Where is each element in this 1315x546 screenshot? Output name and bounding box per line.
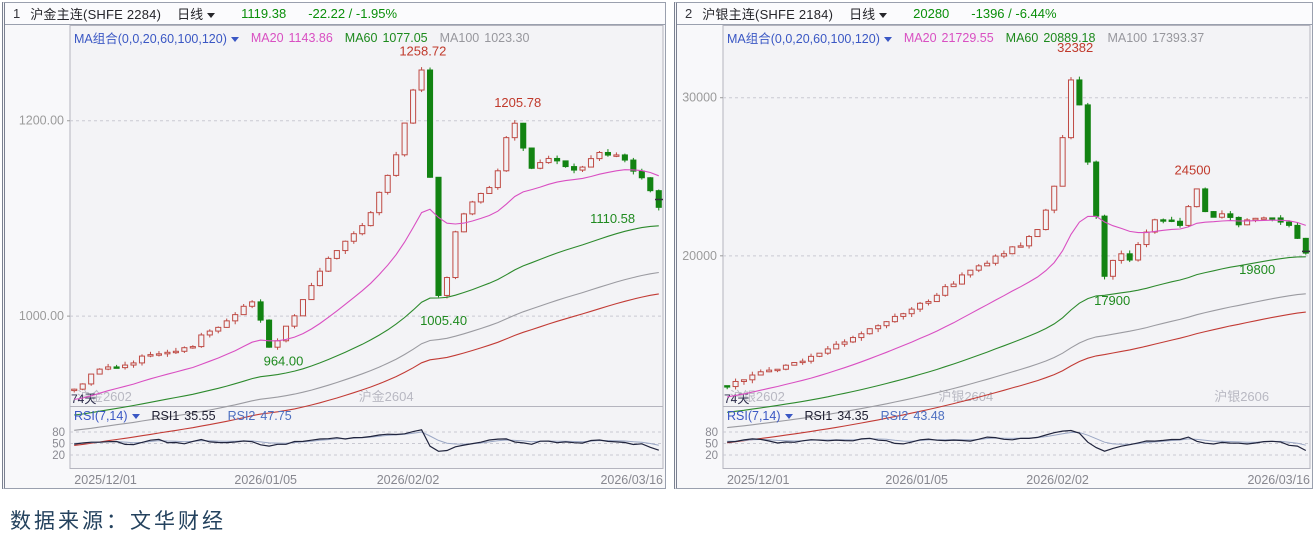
svg-text:17900: 17900 (1094, 293, 1130, 308)
svg-text:沪银2606: 沪银2606 (1214, 389, 1269, 404)
ma60-label: MA60 (1005, 30, 1039, 45)
candlestick-chart-gold[interactable]: MA组合(0,0,20,60,100,120) MA20 1143.86 MA6… (5, 25, 665, 488)
svg-text:1205.78: 1205.78 (494, 95, 541, 110)
svg-text:2026/03/16: 2026/03/16 (1247, 473, 1310, 487)
svg-text:2025/12/01: 2025/12/01 (74, 473, 137, 487)
svg-text:2026/03/16: 2026/03/16 (600, 473, 663, 487)
chart-panel-silver: 2 沪银主连(SHFE 2184) 日线 20280 -1396 / -6.44… (674, 2, 1313, 489)
chevron-down-icon (879, 13, 888, 22)
svg-text:80: 80 (705, 427, 718, 439)
ma60-label: MA60 (344, 30, 378, 45)
svg-text:50: 50 (705, 438, 718, 450)
svg-text:沪银2602: 沪银2602 (730, 389, 785, 404)
svg-text:沪金2604: 沪金2604 (359, 389, 414, 404)
svg-text:74天: 74天 (71, 392, 96, 406)
svg-text:20000: 20000 (682, 249, 717, 263)
rsi2-label: RSI2 (880, 409, 909, 423)
chevron-down-icon (883, 37, 892, 46)
chart-panel-gold: 1 沪金主连(SHFE 2284) 日线 1119.38 -22.22 / -1… (2, 2, 666, 489)
svg-text:沪银2604: 沪银2604 (938, 389, 993, 404)
panel-header-silver: 2 沪银主连(SHFE 2184) 日线 20280 -1396 / -6.44… (677, 3, 1312, 25)
ma60-value: 1077.05 (382, 30, 428, 45)
svg-text:2026/02/02: 2026/02/02 (377, 473, 440, 487)
svg-text:30000: 30000 (682, 91, 717, 105)
svg-text:1200.00: 1200.00 (19, 114, 64, 128)
chevron-down-icon (784, 414, 793, 423)
panel-header-gold: 1 沪金主连(SHFE 2284) 日线 1119.38 -22.22 / -1… (5, 3, 665, 25)
price-change: -1396 / -6.44% (971, 6, 1057, 21)
ma100-value: 17393.37 (1152, 30, 1205, 45)
svg-text:32382: 32382 (1057, 40, 1093, 55)
price-change: -22.22 / -1.95% (308, 6, 398, 21)
svg-text:1000.00: 1000.00 (19, 309, 64, 323)
last-price: 20280 (913, 6, 950, 21)
rsi1-value: 35.55 (184, 409, 216, 423)
chevron-down-icon (207, 13, 216, 22)
period-selector[interactable]: 日线 (177, 4, 216, 23)
svg-text:2025/12/01: 2025/12/01 (727, 473, 790, 487)
last-price: 1119.38 (241, 6, 287, 21)
svg-text:沪金2602: 沪金2602 (77, 389, 132, 404)
source-note: 数据来源：文华财经 (10, 509, 226, 533)
instrument-name: 沪银主连(SHFE 2184) (702, 7, 834, 22)
svg-text:1110.58: 1110.58 (590, 211, 635, 226)
rsi-toolbar: RSI(7,14) RSI1 35.55 RSI2 47.75 (74, 409, 292, 423)
svg-text:80: 80 (52, 427, 65, 439)
svg-text:20: 20 (52, 450, 65, 462)
svg-text:1005.40: 1005.40 (420, 313, 467, 328)
rsi-toolbar: RSI(7,14) RSI1 34.35 RSI2 43.48 (727, 409, 945, 423)
rsi2-label: RSI2 (227, 409, 256, 423)
rsi1-label: RSI1 (151, 409, 180, 423)
candlestick-chart-silver[interactable]: MA组合(0,0,20,60,100,120) MA20 21729.55 MA… (677, 25, 1312, 488)
rsi-selector[interactable]: RSI(7,14) (727, 409, 793, 423)
ma20-value: 21729.55 (941, 30, 994, 45)
ma100-value: 1023.30 (484, 30, 530, 45)
rsi2-value: 43.48 (913, 409, 945, 423)
svg-text:24500: 24500 (1175, 163, 1211, 178)
rsi2-value: 47.75 (260, 409, 292, 423)
svg-text:2026/01/05: 2026/01/05 (885, 473, 948, 487)
svg-text:964.00: 964.00 (264, 353, 304, 368)
period-selector[interactable]: 日线 (849, 4, 888, 23)
ma-combo-selector[interactable]: MA组合(0,0,20,60,100,120) (74, 28, 239, 47)
ma-toolbar: MA组合(0,0,20,60,100,120) MA20 21729.55 MA… (727, 28, 1204, 47)
ma20-label: MA20 (903, 30, 937, 45)
panel-index: 1 (13, 6, 21, 21)
ma-toolbar: MA组合(0,0,20,60,100,120) MA20 1143.86 MA6… (74, 28, 529, 47)
chevron-down-icon (131, 414, 140, 423)
svg-text:20: 20 (705, 450, 718, 462)
charts-row: 1 沪金主连(SHFE 2284) 日线 1119.38 -22.22 / -1… (0, 2, 1315, 489)
rsi1-label: RSI1 (804, 409, 833, 423)
svg-text:2026/01/05: 2026/01/05 (234, 473, 297, 487)
ma60-value: 20889.18 (1043, 30, 1096, 45)
rsi1-value: 34.35 (837, 409, 869, 423)
rsi-selector[interactable]: RSI(7,14) (74, 409, 140, 423)
svg-text:1258.72: 1258.72 (399, 43, 446, 58)
chevron-down-icon (230, 37, 239, 46)
svg-text:74天: 74天 (724, 392, 749, 406)
instrument-name: 沪金主连(SHFE 2284) (30, 7, 162, 22)
svg-text:19800: 19800 (1239, 262, 1275, 277)
ma100-label: MA100 (439, 30, 480, 45)
ma100-label: MA100 (1107, 30, 1148, 45)
ma20-value: 1143.86 (288, 30, 333, 45)
ma-combo-selector[interactable]: MA组合(0,0,20,60,100,120) (727, 28, 892, 47)
ma20-label: MA20 (250, 30, 284, 45)
svg-text:2026/02/02: 2026/02/02 (1026, 473, 1089, 487)
panel-index: 2 (685, 6, 693, 21)
svg-text:50: 50 (52, 438, 65, 450)
